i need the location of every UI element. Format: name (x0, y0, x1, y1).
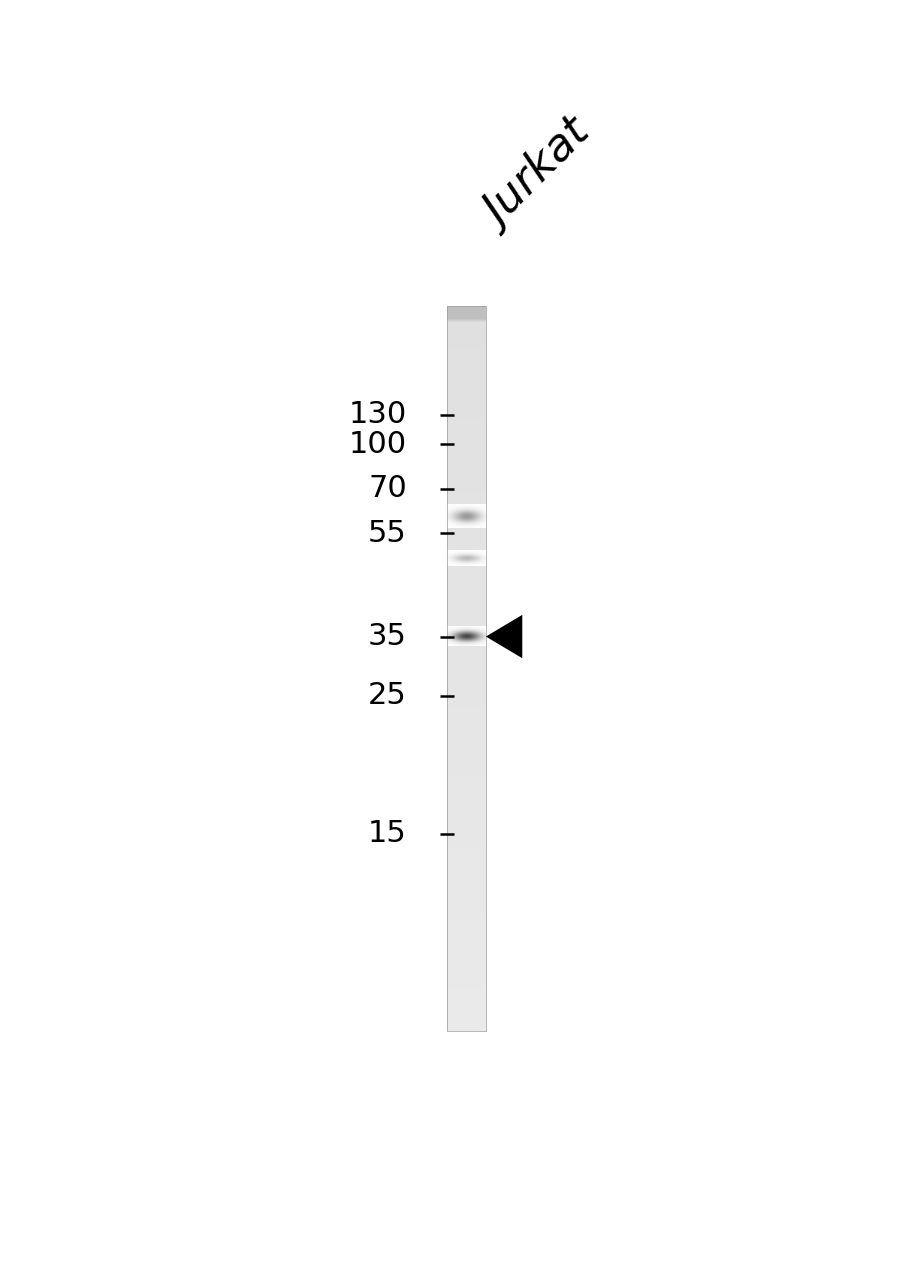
Bar (446, 306, 485, 1030)
Text: 130: 130 (348, 401, 407, 429)
Text: 25: 25 (368, 681, 407, 710)
Polygon shape (485, 614, 521, 658)
Text: 15: 15 (368, 819, 407, 849)
Text: 35: 35 (367, 622, 407, 652)
Text: 100: 100 (348, 430, 407, 458)
Text: 55: 55 (368, 518, 407, 548)
Text: 70: 70 (368, 474, 407, 503)
Text: Jurkat: Jurkat (477, 115, 600, 237)
